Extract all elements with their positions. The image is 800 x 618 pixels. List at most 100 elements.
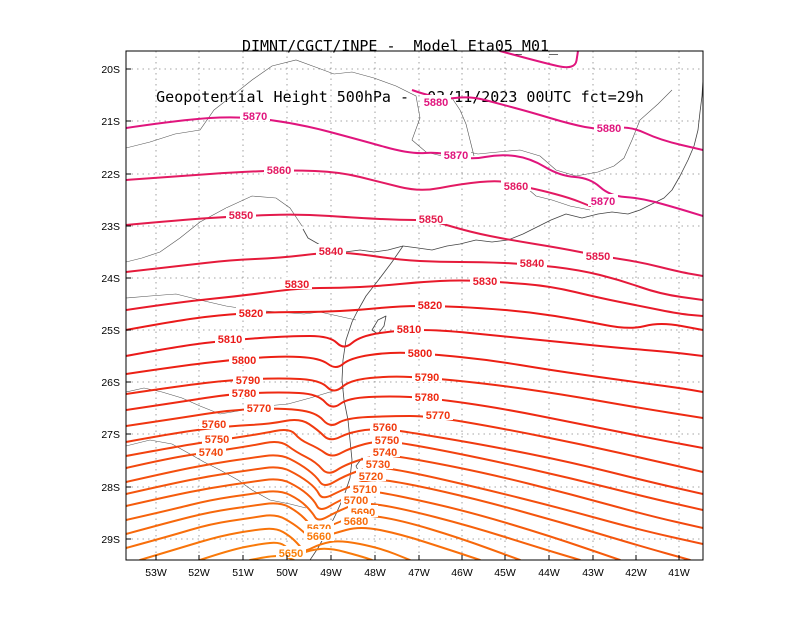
contour-label-bg <box>372 433 402 445</box>
lon-tick-label: 45W <box>494 567 516 579</box>
contour-line <box>126 251 703 301</box>
contour-label-bg <box>363 457 393 469</box>
contour-label-bg <box>470 274 500 286</box>
contour-label: 5740 <box>373 447 397 459</box>
contour-line <box>126 213 703 277</box>
border-4 <box>126 387 345 415</box>
contour-label: 5810 <box>397 324 421 336</box>
lon-tick-label: 48W <box>364 567 386 579</box>
contour-label-bg <box>594 121 624 133</box>
contour-line <box>126 279 703 317</box>
contour-label: 5870 <box>444 150 468 162</box>
lat-tick-label: 21S <box>101 116 120 128</box>
contour-label: 5750 <box>375 435 399 447</box>
contour-label: 5850 <box>586 251 610 263</box>
contour-label-bg <box>501 179 531 191</box>
contour-label: 5870 <box>243 111 267 123</box>
contour-label-bg <box>196 445 226 457</box>
contour-label: 5860 <box>504 181 528 193</box>
lon-tick-label: 49W <box>320 567 342 579</box>
contour-label: 5850 <box>419 214 443 226</box>
lat-tick-label: 23S <box>101 221 120 233</box>
contour-label: 5880 <box>597 123 621 135</box>
contour-label-bg <box>276 546 306 558</box>
coastline-south <box>309 245 404 560</box>
lat-tick-label: 29S <box>101 534 120 546</box>
contour-line <box>411 89 703 151</box>
contour-label: 5840 <box>319 246 343 258</box>
contour-label-layer: 5880 5880 5870 5870 5870 5860 5860 5850 5850 5850… <box>196 95 624 560</box>
contour-label: 5770 <box>426 410 450 422</box>
contour-line <box>139 527 411 560</box>
contour-label: 5790 <box>415 372 439 384</box>
contour-label: 5800 <box>408 348 432 360</box>
contour-label: 5860 <box>267 165 291 177</box>
lon-tick-label: 44W <box>538 567 560 579</box>
lat-tick-label: 24S <box>101 273 120 285</box>
contour-label-bg <box>415 298 445 310</box>
contour-label: 5840 <box>520 258 544 270</box>
lon-tick-label: 53W <box>145 567 167 579</box>
contour-label-bg <box>356 469 386 481</box>
border-5 <box>126 439 307 509</box>
contour-label-bg <box>370 445 400 457</box>
contour-label-bg <box>394 322 424 334</box>
bay <box>371 315 387 335</box>
contour-label: 5820 <box>418 300 442 312</box>
contour-label: 5790 <box>236 375 260 387</box>
contour-label-bg <box>517 256 547 268</box>
contour-label-bg <box>370 420 400 432</box>
contour-label-bg <box>229 386 259 398</box>
contour-label: 5850 <box>229 210 253 222</box>
contour-label: 5750 <box>205 434 229 446</box>
state-borders <box>126 59 673 509</box>
contour-label-bg <box>215 332 245 344</box>
contour-label-bg <box>412 370 442 382</box>
title-line-2: Geopotential Height 500hPa - 03/11/2023 … <box>156 88 644 106</box>
contour-label: 5780 <box>232 388 256 400</box>
contour-label-bg <box>421 95 451 107</box>
contour-label: 5830 <box>473 276 497 288</box>
lat-tick-label: 27S <box>101 429 120 441</box>
lon-tick-label: 42W <box>625 567 647 579</box>
lat-tick-label: 28S <box>101 482 120 494</box>
border-2 <box>126 195 303 263</box>
contour-label-bg <box>588 194 618 206</box>
contour-label-bg <box>199 417 229 429</box>
contour-line <box>126 169 591 207</box>
contour-label-bg <box>233 373 263 385</box>
contour-label-bg <box>236 306 266 318</box>
contour-label-bg <box>412 390 442 402</box>
plot-frame <box>125 50 704 561</box>
border-7 <box>519 181 591 211</box>
lon-tick-label: 41W <box>668 567 690 579</box>
contour-line <box>126 419 703 495</box>
contour-label-bg <box>350 482 380 494</box>
lon-tick-label: 43W <box>582 567 604 579</box>
contour-line <box>499 51 579 69</box>
chart-title: DIMNT/CGCT/INPE - Model Eta05_M01_ Geopo… <box>0 4 800 123</box>
contour-label-bg <box>229 353 259 365</box>
lon-tick-label: 51W <box>232 567 254 579</box>
contour-label: 5700 <box>344 495 368 507</box>
contour-label-bg <box>304 529 334 541</box>
contour-label-bg <box>226 208 256 220</box>
lon-tick-label: 46W <box>451 567 473 579</box>
contour-label-bg <box>341 514 371 526</box>
contour-label: 5880 <box>424 97 448 109</box>
contour-line <box>126 116 703 217</box>
contour-label-bg <box>316 244 346 256</box>
contour-label-bg <box>264 163 294 175</box>
contour-line <box>126 441 703 529</box>
contour-label: 5650 <box>279 548 303 560</box>
lat-tick-label: 25S <box>101 325 120 337</box>
contour-label-bg <box>416 212 446 224</box>
contour-label-bg <box>583 249 613 261</box>
lon-tick-label: 47W <box>408 567 430 579</box>
contour-label: 5730 <box>366 459 390 471</box>
contour-label: 5660 <box>307 531 331 543</box>
lon-tick-label: 52W <box>188 567 210 579</box>
contour-line <box>126 454 703 545</box>
contour-line <box>126 478 621 560</box>
